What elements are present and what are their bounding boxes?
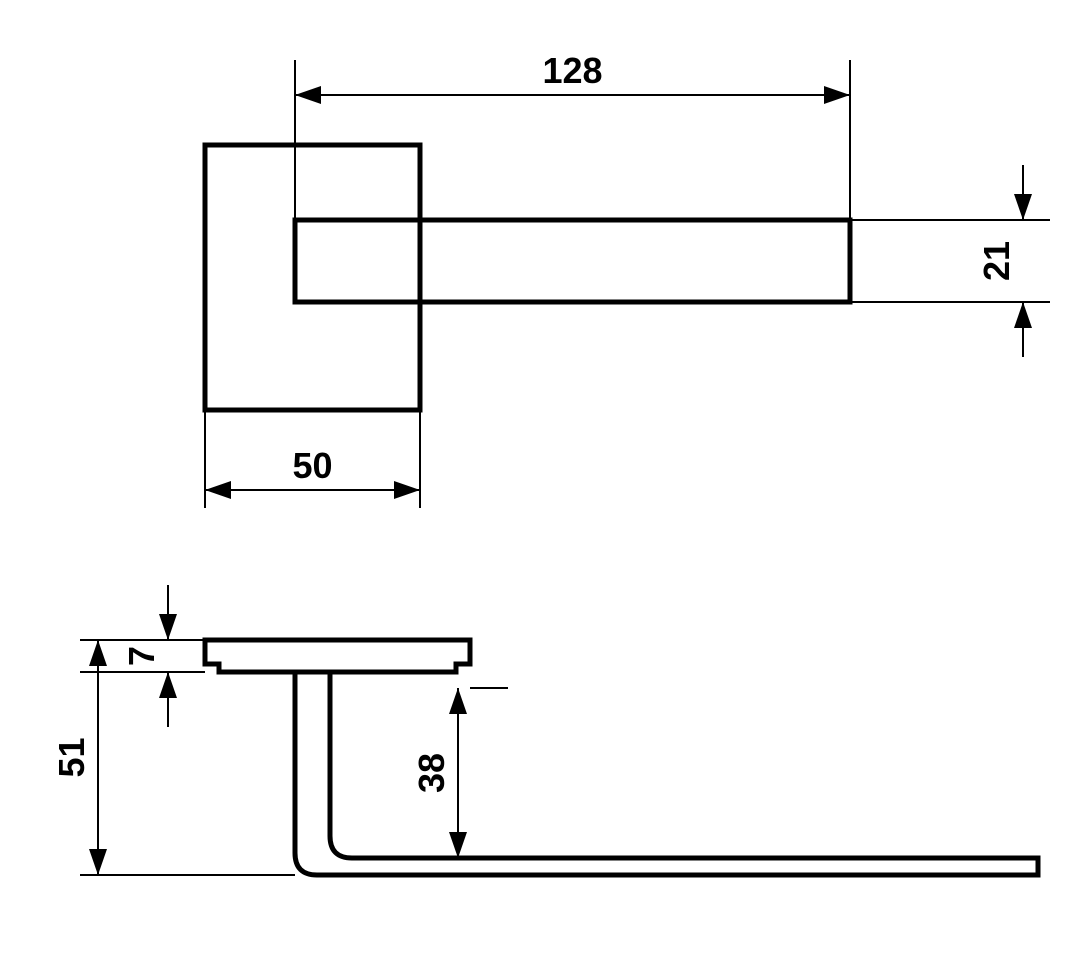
technical-drawing: 128 21 50 7 51 38	[0, 0, 1080, 965]
dim-51-label: 51	[51, 737, 92, 777]
dim-7-label: 7	[121, 646, 162, 666]
dim-38-label: 38	[411, 753, 452, 793]
top-view	[205, 145, 850, 410]
dim-50-label: 50	[292, 445, 332, 486]
dim-21-label: 21	[976, 241, 1017, 281]
dim-128-label: 128	[542, 50, 602, 91]
side-view	[205, 640, 1038, 875]
